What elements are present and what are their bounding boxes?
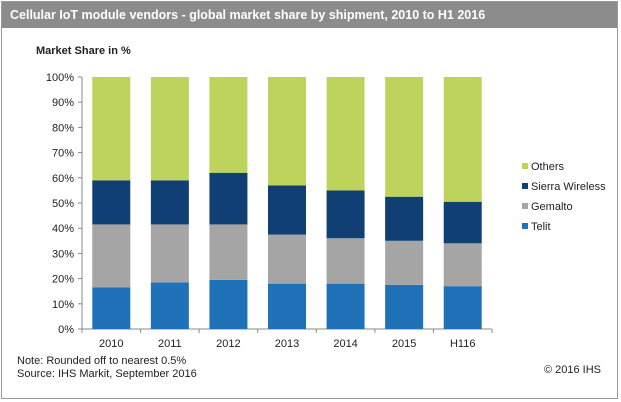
bar-segment-gemalto [150,224,189,283]
legend-swatch [522,183,528,189]
bar-segment-others [443,77,482,202]
bar-segment-telit [150,282,189,329]
legend-swatch [522,203,528,209]
bar-segment-telit [385,284,424,329]
rounding-note: Note: Rounded off to nearest 0.5% [17,355,187,367]
legend-label: Others [531,161,565,173]
bar-segment-others [385,77,424,197]
y-tick-label: 0% [58,324,74,336]
bar-segment-telit [209,279,248,329]
bar-segment-others [268,77,306,186]
x-tick-label: H116 [450,338,475,350]
bar-segment-others [209,77,248,173]
chart-title: Cellular IoT module vendors - global mar… [2,2,617,28]
bar-segment-sierra-wireless [326,190,365,239]
x-tick-label: 2012 [216,338,240,350]
y-tick-label: 10% [52,299,74,311]
y-tick-label: 40% [52,223,74,235]
bar-segment-gemalto [209,224,248,280]
x-tick-label: 2010 [99,338,123,350]
y-tick-label: 70% [52,148,74,160]
bar-segment-others [326,77,365,191]
y-tick-label: 90% [52,97,74,109]
bar-segment-telit [268,283,306,329]
bar-segment-gemalto [92,224,131,288]
y-tick-label: 20% [52,274,74,286]
legend-swatch [522,163,528,169]
bar-segment-gemalto [385,240,424,285]
bar-segment-gemalto [326,238,365,284]
copyright-text: © 2016 IHS [543,364,601,376]
bar-segment-gemalto [268,234,306,284]
bar-segment-sierra-wireless [443,201,482,244]
x-tick-label: 2015 [392,338,416,350]
x-tick-label: 2014 [333,338,357,350]
legend-swatch [522,223,528,229]
source-note: Source: IHS Markit, September 2016 [17,368,197,380]
bar-segment-sierra-wireless [385,196,424,241]
y-tick-label: 50% [52,198,74,210]
x-tick-label: 2011 [158,338,182,350]
bar-segment-sierra-wireless [209,172,248,225]
legend-label: Telit [531,221,551,233]
y-tick-label: 60% [52,173,74,185]
bar-segment-others [150,77,189,181]
bar-segment-sierra-wireless [268,185,306,235]
bar-segment-gemalto [443,243,482,287]
legend-label: Gemalto [531,201,573,213]
bar-segment-sierra-wireless [92,180,131,225]
bar-segment-telit [92,287,131,329]
y-tick-label: 100% [46,72,74,84]
y-tick-label: 30% [52,248,74,260]
bar-segment-telit [443,286,482,329]
y-tick-label: 80% [52,122,74,134]
bar-segment-telit [326,283,365,329]
bar-segment-others [92,77,131,181]
footer-notes: Note: Rounded off to nearest 0.5% Source… [17,355,197,381]
legend-label: Sierra Wireless [531,181,606,193]
x-tick-label: 2013 [275,338,299,350]
y-axis-label: Market Share in % [36,45,131,57]
bar-segment-sierra-wireless [150,180,189,225]
